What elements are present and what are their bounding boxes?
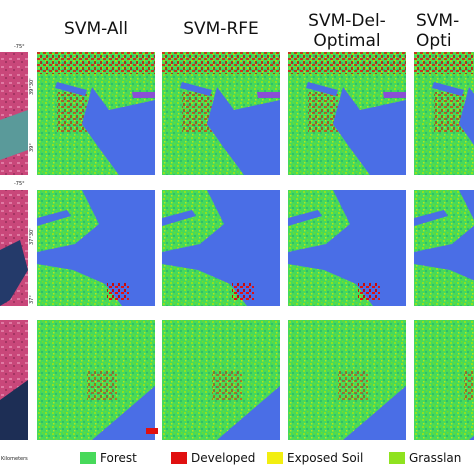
classification-map — [288, 52, 406, 175]
classification-map — [414, 320, 474, 440]
column-header: SVM-Opti — [416, 11, 459, 51]
classification-map — [162, 52, 280, 175]
column-header: SVM-Del-Optimal — [308, 11, 386, 51]
text-line: SVM-RFE — [183, 19, 259, 39]
map-row-3 — [37, 320, 474, 440]
legend: Forest Developed Exposed Soil Grasslan — [80, 451, 461, 465]
legend-swatch — [267, 452, 283, 464]
satellite-water — [0, 240, 28, 306]
classification-map — [162, 190, 280, 306]
satellite-water — [0, 110, 28, 160]
map-row-1 — [37, 52, 474, 175]
coordinate-label: 37° — [29, 295, 35, 304]
coordinate-label: 37°30' — [29, 228, 35, 245]
legend-swatch — [80, 452, 96, 464]
legend-label: Developed — [191, 451, 255, 465]
text-line: Optimal — [313, 31, 380, 51]
coordinate-label: 39° — [29, 143, 35, 152]
classification-map — [37, 190, 155, 306]
classification-map — [414, 190, 474, 306]
coordinate-label: -75° — [14, 181, 25, 187]
legend-swatch — [389, 452, 405, 464]
text-line: Opti — [416, 31, 452, 51]
classification-map — [37, 320, 155, 440]
map-row-2 — [37, 190, 474, 306]
satellite-water — [0, 380, 28, 440]
text-line: SVM-Del- — [308, 11, 386, 31]
scale-label: Kilometers — [1, 456, 28, 462]
column-header: SVM-All — [64, 19, 128, 39]
developed-patch — [146, 428, 158, 434]
text-line: SVM- — [416, 11, 459, 31]
legend-swatch — [171, 452, 187, 464]
legend-label: Forest — [100, 451, 137, 465]
classification-map — [414, 52, 474, 175]
classification-map — [288, 190, 406, 306]
classification-map — [37, 52, 155, 175]
column-header: SVM-RFE — [183, 19, 259, 39]
legend-label: Grasslan — [409, 451, 461, 465]
classification-map — [162, 320, 280, 440]
text-line: SVM-All — [64, 19, 128, 39]
coordinate-label: -75° — [14, 44, 25, 50]
coordinate-label: 39°30' — [29, 78, 35, 95]
legend-label: Exposed Soil — [287, 451, 363, 465]
classification-map — [288, 320, 406, 440]
